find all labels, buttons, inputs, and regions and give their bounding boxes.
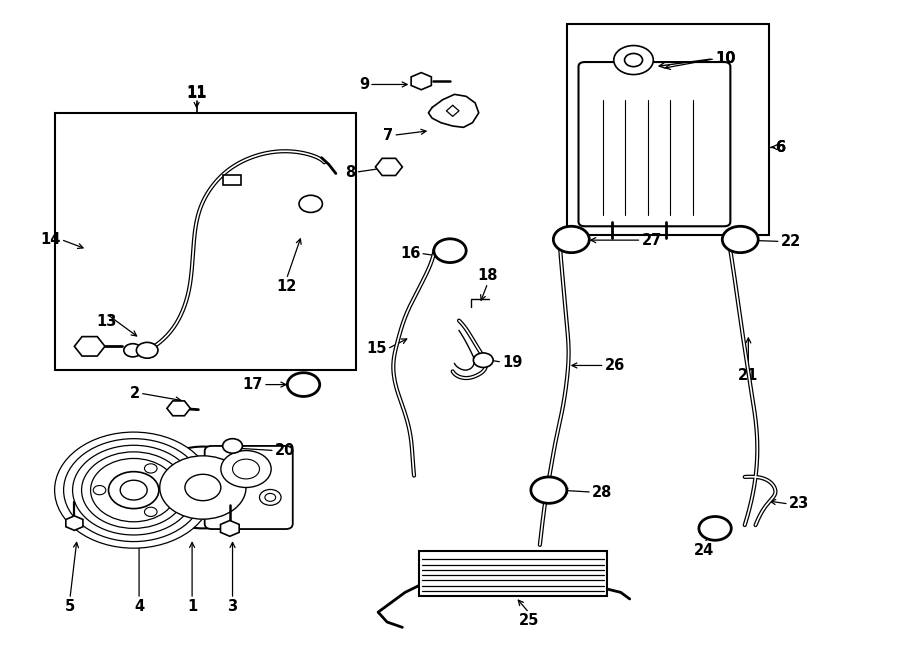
Bar: [567, 24, 769, 235]
FancyBboxPatch shape: [579, 62, 731, 226]
Text: 11: 11: [186, 86, 207, 101]
Text: 17: 17: [243, 377, 263, 392]
Text: 25: 25: [519, 613, 539, 628]
Circle shape: [699, 516, 732, 540]
Circle shape: [265, 493, 275, 501]
Text: 20: 20: [274, 443, 295, 458]
Text: 19: 19: [502, 355, 523, 369]
FancyBboxPatch shape: [204, 446, 292, 529]
Text: 22: 22: [780, 234, 801, 249]
Text: 11: 11: [186, 85, 207, 100]
Text: 7: 7: [383, 128, 393, 143]
Text: 12: 12: [276, 279, 297, 294]
Circle shape: [145, 507, 158, 516]
Circle shape: [434, 239, 466, 262]
Text: 24: 24: [694, 543, 715, 558]
Circle shape: [91, 459, 176, 522]
Circle shape: [82, 452, 185, 528]
Text: 1: 1: [187, 599, 197, 614]
Text: 3: 3: [228, 599, 238, 614]
Circle shape: [121, 481, 148, 500]
Circle shape: [109, 472, 159, 508]
Circle shape: [64, 439, 203, 541]
Text: 16: 16: [400, 246, 420, 261]
Text: 2: 2: [130, 385, 140, 401]
Text: 18: 18: [478, 268, 498, 283]
Text: 26: 26: [605, 358, 625, 373]
Text: 23: 23: [788, 496, 809, 512]
Circle shape: [137, 342, 158, 358]
Bar: [55, 113, 356, 370]
Circle shape: [259, 489, 281, 505]
Circle shape: [287, 373, 320, 397]
Text: 10: 10: [716, 52, 735, 66]
Circle shape: [232, 459, 259, 479]
Circle shape: [124, 344, 142, 357]
Text: 4: 4: [134, 599, 144, 614]
Circle shape: [184, 475, 220, 500]
Circle shape: [554, 226, 590, 253]
Text: 8: 8: [346, 165, 356, 180]
Text: 28: 28: [592, 485, 612, 500]
Circle shape: [531, 477, 567, 503]
Circle shape: [55, 432, 212, 548]
Text: 15: 15: [366, 342, 387, 356]
Text: 6: 6: [775, 139, 786, 155]
Bar: [418, 551, 608, 596]
Circle shape: [723, 226, 758, 253]
Circle shape: [473, 353, 493, 368]
Text: 9: 9: [359, 77, 369, 92]
Text: 6: 6: [775, 139, 786, 155]
Polygon shape: [428, 95, 479, 128]
Circle shape: [148, 447, 258, 528]
Circle shape: [222, 439, 242, 453]
Circle shape: [220, 451, 271, 487]
Circle shape: [94, 486, 106, 494]
Text: 14: 14: [40, 232, 61, 247]
Text: 13: 13: [96, 314, 117, 329]
Circle shape: [145, 464, 158, 473]
Text: 27: 27: [642, 233, 662, 248]
Text: 21: 21: [738, 368, 759, 383]
Bar: [222, 175, 240, 185]
Circle shape: [159, 456, 246, 519]
Text: 5: 5: [65, 599, 75, 614]
Circle shape: [73, 446, 194, 535]
Text: 10: 10: [716, 52, 735, 66]
Circle shape: [625, 54, 643, 67]
Circle shape: [299, 195, 322, 212]
Circle shape: [614, 46, 653, 75]
